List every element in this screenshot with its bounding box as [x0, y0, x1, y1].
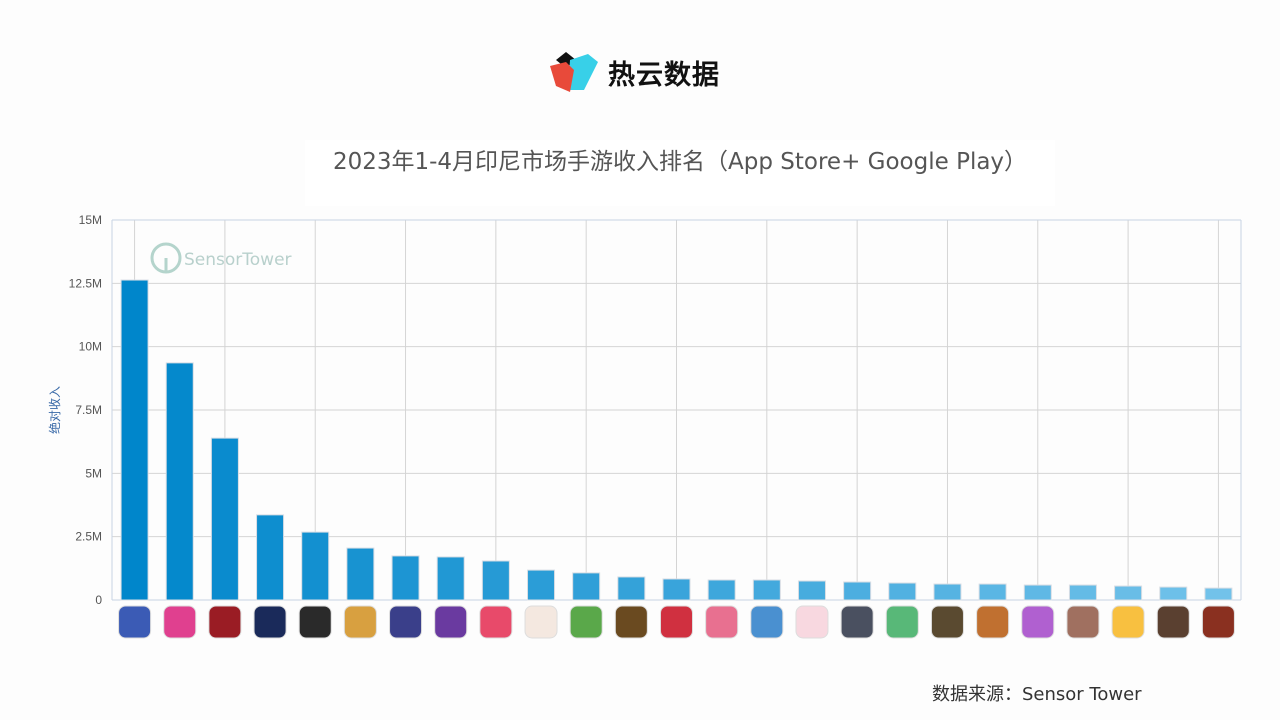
bar: [1023, 584, 1052, 601]
bar: [617, 576, 646, 601]
y-axis-label: 绝对收入: [47, 386, 62, 434]
source-note: 数据来源：Sensor Tower: [932, 684, 1142, 705]
bar: [662, 578, 691, 601]
y-tick-label: 15M: [79, 213, 102, 227]
app-icon: [976, 605, 1010, 639]
app-icon: [660, 605, 693, 639]
bar: [978, 583, 1007, 601]
app-icon: [389, 605, 423, 639]
bar: [436, 556, 465, 601]
bar: [1204, 587, 1233, 601]
bar: [707, 579, 736, 601]
app-icon: [434, 605, 468, 639]
bar: [301, 531, 330, 601]
app-icon: [930, 605, 964, 639]
app-icon: [1201, 605, 1235, 639]
app-icon: [479, 605, 513, 639]
bar: [1114, 585, 1143, 601]
logo: 热云数据: [548, 50, 720, 94]
app-icon: [885, 605, 919, 639]
app-icon: [524, 605, 558, 639]
bar: [752, 579, 781, 601]
bar: [1159, 586, 1188, 601]
app-icon: [614, 605, 648, 639]
y-tick-label: 12.5M: [69, 276, 102, 290]
bar: [797, 580, 826, 601]
app-icon: [343, 605, 377, 639]
bar: [120, 279, 149, 601]
bar: [933, 583, 962, 601]
app-icon: [118, 605, 152, 639]
y-tick-label: 10M: [79, 340, 102, 354]
bar: [210, 437, 239, 601]
bar: [346, 547, 375, 601]
watermark-text: SensorTower: [184, 250, 292, 270]
bar: [481, 560, 510, 601]
app-icon: [298, 605, 332, 639]
app-icon: [705, 605, 739, 639]
bar: [888, 582, 917, 601]
app-icon: [253, 605, 287, 639]
app-icon: [840, 605, 874, 639]
app-icon: [795, 605, 829, 639]
y-tick-label: 7.5M: [75, 403, 102, 417]
logo-icon: [550, 52, 598, 92]
y-tick-label: 0: [95, 593, 102, 607]
app-icon: [1066, 605, 1100, 639]
bar: [165, 362, 194, 601]
app-icon: [208, 605, 242, 639]
bar: [572, 572, 601, 601]
app-icon: [750, 605, 784, 639]
app-icon: [1021, 605, 1055, 639]
bar: [527, 569, 556, 601]
y-tick-label: 2.5M: [75, 530, 102, 544]
y-tick-label: 5M: [85, 466, 102, 480]
app-icon: [569, 605, 603, 639]
logo-text: 热云数据: [608, 59, 720, 91]
app-icon: [1156, 605, 1190, 639]
bar: [843, 581, 872, 601]
app-icon: [1111, 605, 1145, 639]
bar: [391, 555, 420, 601]
bar: [256, 514, 285, 601]
app-icon: [163, 605, 197, 639]
bar: [1068, 584, 1097, 601]
chart-title: 2023年1-4月印尼市场手游收入排名（App Store+ Google Pl…: [305, 140, 1055, 206]
